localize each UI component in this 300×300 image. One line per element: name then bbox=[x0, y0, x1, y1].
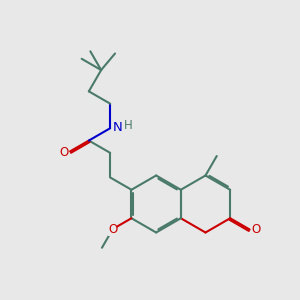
Text: O: O bbox=[59, 146, 68, 159]
Text: N: N bbox=[113, 121, 123, 134]
Text: O: O bbox=[108, 223, 117, 236]
Text: O: O bbox=[252, 223, 261, 236]
Text: H: H bbox=[124, 119, 132, 132]
